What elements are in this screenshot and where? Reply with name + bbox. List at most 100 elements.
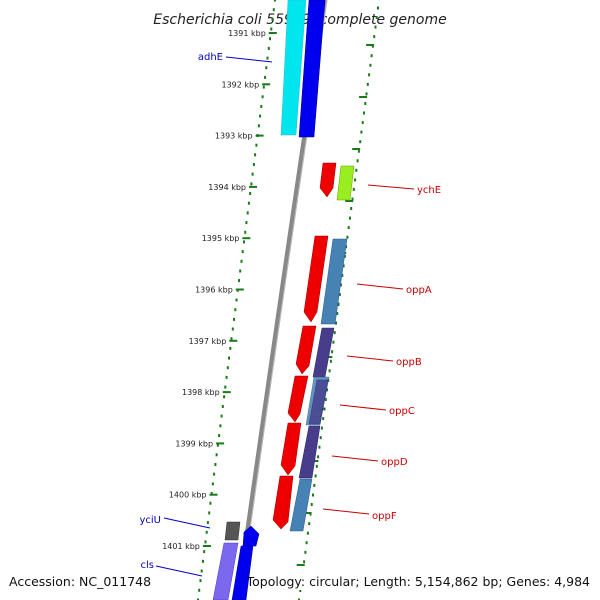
gene-label-oppC[interactable]: oppC [389, 406, 415, 417]
inner-ring-dot [272, 8, 275, 12]
inner-ring-dot [245, 221, 248, 225]
kbp-label: 1398 kbp [182, 388, 220, 397]
inner-ring-dot [241, 250, 244, 254]
outer-ring-dot [299, 589, 302, 592]
inner-ring-dot [243, 240, 245, 244]
feature-yciU-cds[interactable] [242, 525, 260, 547]
gene-label-cls[interactable]: cls [141, 560, 155, 571]
kbp-label: 1392 kbp [221, 80, 259, 89]
inner-ring-dot [200, 569, 203, 573]
gene-label-oppB[interactable]: oppB [396, 357, 422, 368]
inner-ring-dot [230, 337, 233, 341]
gene-label-adhE[interactable]: adhE [198, 52, 223, 63]
kbp-major-tick [209, 493, 218, 496]
outer-ring-dot [363, 111, 365, 115]
feature-yciU-cog[interactable] [224, 521, 241, 541]
outer-ring-dot [336, 312, 339, 315]
inner-ring-dot [260, 105, 263, 108]
feature-cls-cds[interactable] [231, 545, 254, 600]
outer-ring-dot [306, 531, 309, 535]
feature-oppA-cds[interactable] [303, 235, 329, 323]
outer-ring-dot [356, 159, 359, 163]
outer-ring-dot [322, 417, 325, 421]
leader-line-adhE [225, 56, 273, 63]
gene-label-oppF[interactable]: oppF [372, 511, 397, 522]
outer-ring-dot [374, 25, 377, 29]
feature-oppD-cds[interactable] [280, 422, 302, 476]
gene-label-yciU[interactable]: yciU [139, 515, 161, 526]
outer-ring-mark [359, 96, 368, 98]
inner-ring-dot [204, 540, 207, 544]
gene-label-oppD[interactable]: oppD [381, 457, 408, 468]
inner-ring-dot [223, 395, 226, 399]
outer-ring-dot [347, 226, 350, 230]
kbp-major-tick [229, 339, 238, 342]
feature-oppF-cog[interactable] [289, 478, 313, 532]
kbp-major-tick [268, 32, 277, 34]
inner-ring-dot [247, 201, 250, 205]
inner-ring-dot [262, 85, 265, 89]
kbp-major-tick [242, 237, 251, 240]
feature-ychE-cog[interactable] [336, 165, 355, 201]
kbp-major-tick [262, 83, 271, 86]
outer-ring-dot [308, 522, 311, 526]
outer-ring-mark [345, 200, 354, 202]
inner-ring-dot [240, 259, 243, 263]
outer-ring-dot [373, 35, 376, 39]
inner-ring-dot [209, 501, 212, 505]
gene-label-ychE[interactable]: ychE [417, 185, 441, 196]
inner-ring-dot [216, 443, 219, 447]
feature-oppD-cog[interactable] [298, 425, 321, 479]
inner-ring-dot [238, 279, 240, 283]
outer-ring-dot [354, 178, 357, 182]
feature-oppA-cog[interactable] [320, 238, 348, 325]
outer-ring-dot [375, 16, 378, 19]
gene-label-oppA[interactable]: oppA [406, 285, 432, 296]
kbp-scale: 1391 kbp 1392 kbp 1393 kbp 1394 kbp 1395 kbp… [162, 29, 277, 551]
inner-ring-dot [266, 56, 269, 60]
inner-ring-dot [246, 211, 249, 215]
outer-ring-dot [355, 168, 358, 172]
feature-oppB-cds[interactable] [295, 325, 317, 375]
inner-ring-dot [218, 434, 221, 437]
outer-ring-dot [312, 493, 314, 497]
gene-labels: adhE ychE oppA oppB oppC oppD oppF yciU … [139, 52, 441, 577]
feature-oppC-cds[interactable] [287, 375, 309, 423]
inner-ring-dot [203, 550, 206, 554]
outer-ring-dot [350, 207, 353, 210]
outer-ring-mark [352, 148, 361, 150]
inner-ring-dot [234, 308, 237, 312]
kbp-label: 1401 kbp [162, 542, 200, 551]
leader-line-oppF [322, 508, 370, 515]
inner-ring-dot [252, 163, 255, 166]
feature-oppF-cds[interactable] [272, 475, 294, 530]
feature-adhE-cog[interactable] [280, 0, 307, 136]
feature-oppC-cog[interactable] [308, 379, 329, 425]
outer-ring-dot [329, 359, 332, 363]
outer-ring-dot [298, 598, 300, 600]
inner-ring-dot [198, 588, 201, 592]
inner-ring-dot [231, 327, 234, 331]
kbp-major-tick [255, 134, 264, 137]
feature-cls-cog[interactable] [212, 542, 239, 600]
outer-ring-dot [371, 44, 374, 48]
kbp-label: 1394 kbp [208, 183, 246, 192]
outer-ring-dot [317, 455, 320, 459]
outer-ring-dot [315, 464, 318, 468]
outer-ring-dot [324, 398, 327, 401]
outer-ring-dot [318, 445, 321, 449]
inner-ring-dot [221, 405, 224, 408]
inner-ring-dot [269, 37, 271, 41]
inner-ring-dot [215, 453, 218, 457]
outer-ring-dot [333, 331, 336, 335]
inner-ring-dot [210, 492, 213, 495]
inner-ring-dot [206, 521, 209, 525]
kbp-label: 1396 kbp [195, 286, 233, 295]
outer-ring-dot [351, 197, 354, 201]
inner-ring-dot [228, 356, 230, 360]
outer-ring-dot [366, 82, 369, 86]
feature-ychE-cds[interactable] [319, 162, 337, 198]
feature-adhE-cds[interactable] [298, 0, 326, 138]
inner-ring-dot [265, 66, 268, 70]
